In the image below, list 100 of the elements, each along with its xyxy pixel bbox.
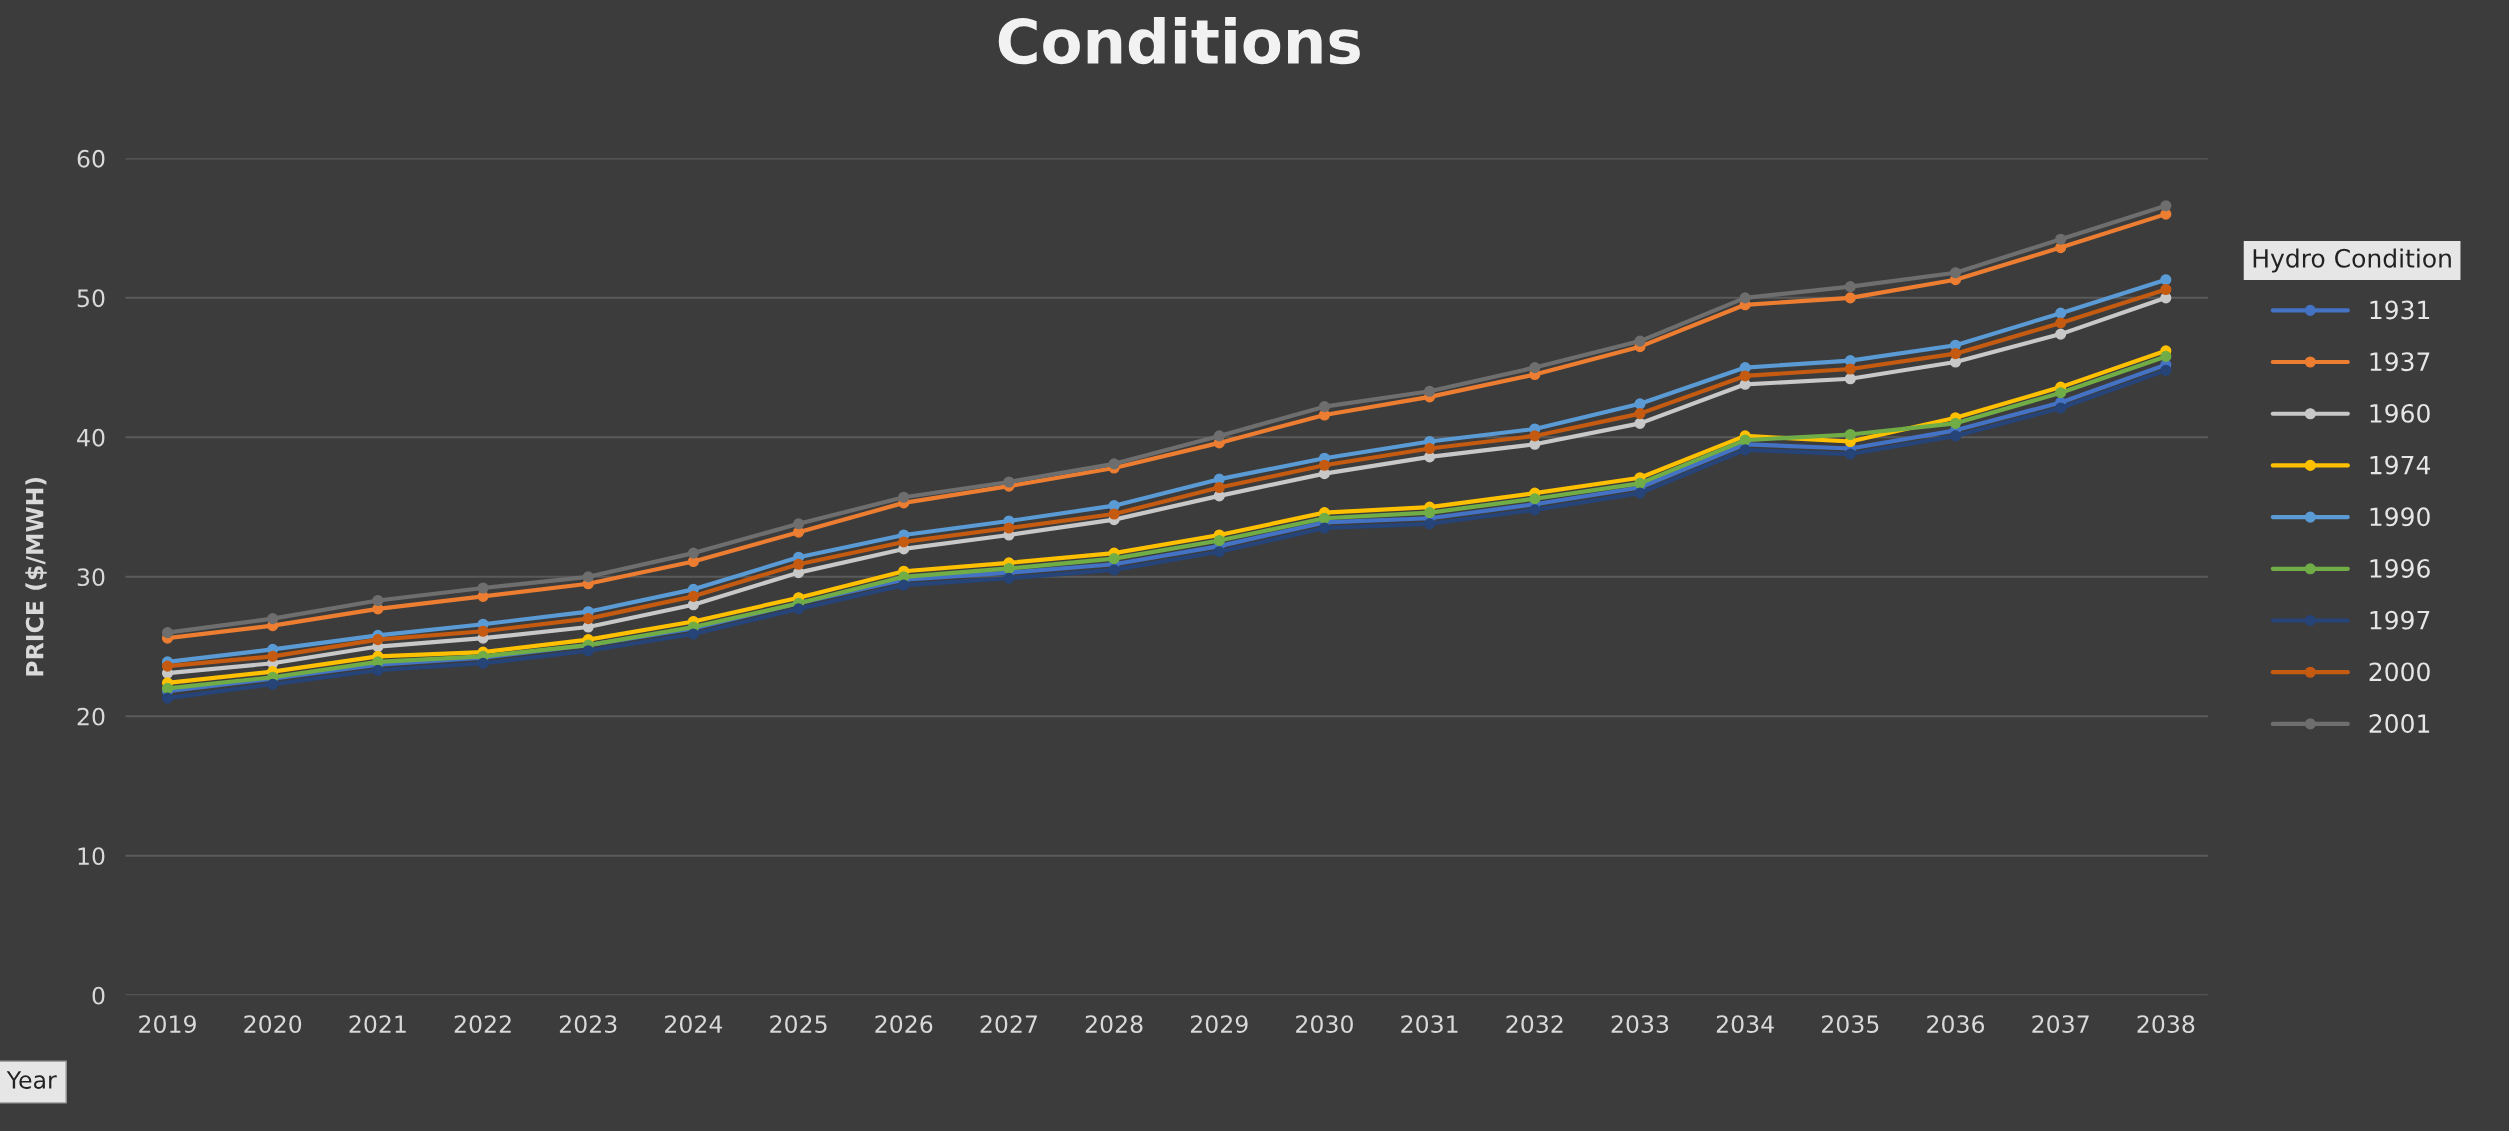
point (1844, 448, 1856, 460)
y-tick-label: 60 (77, 149, 105, 168)
legend-label: 2000 (2369, 662, 2430, 682)
point (1318, 459, 1331, 471)
point (1529, 493, 1541, 505)
point (2055, 387, 2067, 399)
legend-label: 1974 (2370, 455, 2431, 475)
x-tick-label: 2020 (244, 1015, 302, 1033)
x-tick-label: 2022 (454, 1015, 511, 1033)
point (2160, 274, 2172, 286)
point (1844, 363, 1856, 375)
x-tick-label: 2023 (559, 1015, 617, 1033)
x-tick-label: 2025 (770, 1015, 827, 1033)
legend-label: 1960 (2370, 403, 2430, 423)
point (1844, 292, 1856, 304)
point (1108, 553, 1120, 565)
x-tick-label: 2029 (1190, 1015, 1248, 1033)
point (372, 634, 384, 646)
point (1529, 362, 1541, 374)
point (1003, 572, 1015, 584)
y-tick-label: 40 (77, 428, 105, 447)
x-tick-label: 2028 (1085, 1015, 1143, 1033)
y-tick-label: 30 (77, 568, 105, 587)
point (2055, 402, 2067, 414)
point (1318, 512, 1331, 524)
point (1424, 518, 1436, 530)
y-tick-label: 20 (77, 707, 105, 726)
point (267, 650, 279, 662)
point (1844, 281, 1856, 293)
point (1003, 562, 1015, 574)
point (1949, 348, 1962, 360)
point (1739, 444, 1751, 456)
point (1634, 398, 1646, 410)
point (161, 660, 174, 672)
point (1529, 504, 1541, 516)
point (1318, 401, 1331, 413)
point (1739, 370, 1751, 382)
point (1213, 534, 1225, 547)
x-tick-label: 2031 (1401, 1015, 1458, 1033)
legend-label: 2001 (2369, 714, 2430, 733)
point (1213, 481, 1225, 494)
point (1949, 430, 1962, 442)
point (161, 692, 174, 704)
point (2055, 317, 2067, 329)
x-tick-label: 2024 (665, 1015, 723, 1033)
point (1213, 546, 1225, 558)
point (793, 518, 805, 530)
point (2160, 200, 2172, 212)
point (161, 627, 174, 639)
point (582, 613, 594, 625)
point (582, 645, 594, 657)
point (1634, 417, 1646, 429)
point (1424, 442, 1436, 455)
point (582, 571, 594, 583)
x-tick-label: 2019 (139, 1015, 196, 1033)
point (2160, 283, 2172, 296)
legend-label: 1996 (2370, 559, 2430, 578)
x-tick-label: 2037 (2032, 1015, 2089, 1033)
legend-label: 1997 (2370, 610, 2430, 630)
point (2160, 350, 2172, 362)
point (1424, 385, 1436, 397)
point (372, 594, 384, 607)
point (898, 491, 910, 503)
point (898, 579, 910, 591)
point (1003, 522, 1015, 534)
x-tick-label: 2035 (1822, 1015, 1879, 1033)
x-axis-title: Year (6, 1071, 57, 1089)
point (898, 536, 910, 548)
point (2055, 233, 2067, 245)
legend-label: 1990 (2370, 507, 2430, 527)
point (267, 613, 279, 625)
x-tick-label: 2032 (1506, 1015, 1563, 1033)
y-axis-title: PRICE ($/MWH) (25, 477, 47, 676)
point (1634, 335, 1646, 347)
point (477, 657, 489, 669)
point (477, 625, 489, 637)
point (2160, 364, 2172, 376)
point (372, 664, 384, 676)
x-tick-label: 2026 (875, 1015, 933, 1033)
x-tick-label: 2033 (1611, 1015, 1669, 1033)
point (1213, 430, 1225, 442)
point (1949, 417, 1962, 429)
point (1739, 292, 1751, 304)
point (793, 603, 805, 615)
x-tick-label: 2034 (1716, 1015, 1774, 1033)
x-tick-label: 2027 (980, 1015, 1037, 1033)
y-tick-label: 10 (78, 847, 105, 866)
point (687, 547, 699, 559)
point (1108, 564, 1120, 576)
point (1108, 458, 1120, 470)
point (477, 582, 489, 594)
point (1844, 428, 1856, 441)
x-tick-label: 2021 (349, 1015, 406, 1033)
point (2055, 328, 2067, 340)
chart-title: Conditions (998, 16, 1360, 65)
point (1318, 522, 1331, 534)
legend-label: 1937 (2370, 352, 2430, 372)
point (2055, 307, 2067, 319)
point (687, 590, 699, 602)
point (1529, 430, 1541, 442)
